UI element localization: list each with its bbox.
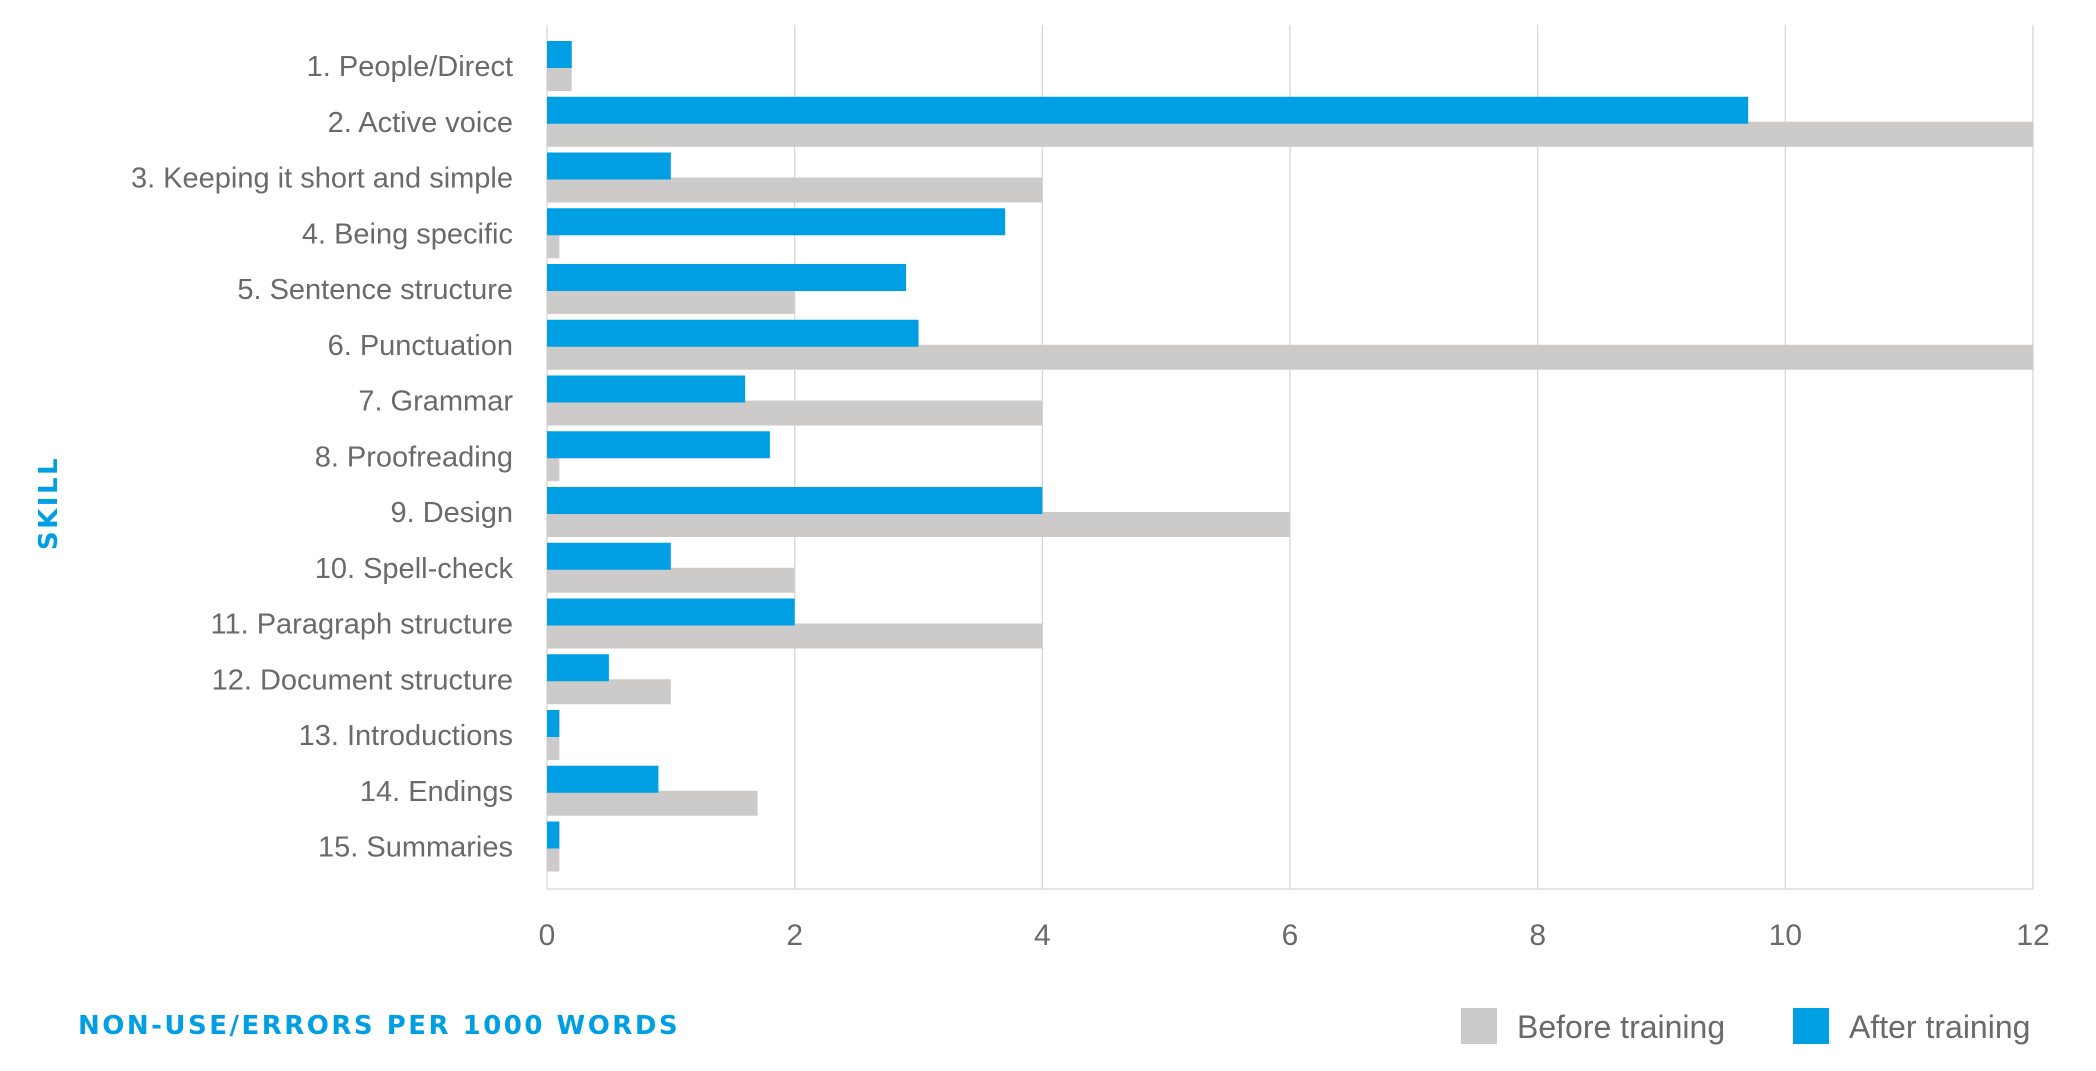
bar-before-12 bbox=[547, 679, 671, 705]
bar-after-9 bbox=[547, 487, 1043, 514]
bar-before-10 bbox=[547, 567, 795, 593]
x-tick-label-0: 0 bbox=[539, 919, 556, 952]
bar-after-12 bbox=[547, 654, 609, 682]
bar-before-9 bbox=[547, 512, 1290, 537]
bar-before-6 bbox=[547, 344, 2033, 370]
category-label-10: 10. Spell-check bbox=[315, 553, 514, 585]
category-label-4: 4. Being specific bbox=[302, 218, 513, 250]
bar-after-4 bbox=[547, 208, 1006, 236]
bar-before-14 bbox=[547, 790, 758, 816]
bar-before-2 bbox=[547, 121, 2033, 147]
category-label-11: 11. Paragraph structure bbox=[210, 609, 513, 641]
bar-after-15 bbox=[547, 821, 560, 849]
bar-after-1 bbox=[547, 41, 572, 68]
category-labels: 1. People/Direct 2. Active voice 3. Keepin… bbox=[131, 51, 514, 864]
category-label-1: 1. People/Direct bbox=[307, 51, 513, 83]
bar-after-3 bbox=[547, 152, 671, 180]
legend-swatch-after bbox=[1793, 1008, 1829, 1044]
bar-before-3 bbox=[547, 177, 1043, 203]
gridlines bbox=[546, 25, 2034, 890]
category-label-9: 9. Design bbox=[390, 497, 513, 529]
legend-label-after: After training bbox=[1849, 1009, 2030, 1045]
bar-after-7 bbox=[547, 375, 746, 403]
x-axis-title: NON-USE/ERRORS PER 1000 WORDS bbox=[78, 1011, 680, 1041]
category-label-6: 6. Punctuation bbox=[328, 330, 513, 362]
x-tick-label-10: 10 bbox=[1769, 919, 1802, 952]
bar-before-11 bbox=[547, 623, 1043, 649]
legend: Before training After training bbox=[1461, 1008, 2030, 1045]
bar-before-4 bbox=[547, 233, 560, 259]
legend-label-before: Before training bbox=[1517, 1009, 1725, 1045]
x-tick-label-4: 4 bbox=[1034, 919, 1051, 952]
x-tick-labels: 0 2 4 6 8 10 12 bbox=[539, 919, 2050, 952]
bar-before-5 bbox=[547, 289, 795, 314]
bar-after-14 bbox=[547, 765, 659, 793]
bar-after-11 bbox=[547, 598, 795, 626]
category-label-14: 14. Endings bbox=[360, 776, 513, 808]
bar-after-8 bbox=[547, 431, 770, 459]
bars bbox=[547, 41, 2033, 872]
y-axis-title: SKILL bbox=[34, 456, 64, 550]
category-label-3: 3. Keeping it short and simple bbox=[131, 163, 513, 195]
category-label-13: 13. Introductions bbox=[299, 720, 513, 752]
bar-after-10 bbox=[547, 542, 671, 570]
category-label-12: 12. Document structure bbox=[212, 664, 513, 696]
x-tick-label-12: 12 bbox=[2016, 919, 2049, 952]
bar-before-13 bbox=[547, 735, 560, 760]
bar-before-15 bbox=[547, 846, 560, 872]
category-label-7: 7. Grammar bbox=[358, 386, 513, 418]
category-label-5: 5. Sentence structure bbox=[237, 274, 513, 306]
bar-before-1 bbox=[547, 66, 572, 91]
bar-after-2 bbox=[547, 96, 1749, 124]
category-label-2: 2. Active voice bbox=[328, 107, 513, 139]
bar-after-13 bbox=[547, 710, 560, 737]
bar-after-6 bbox=[547, 319, 919, 347]
x-tick-label-8: 8 bbox=[1529, 919, 1546, 952]
x-tick-label-2: 2 bbox=[786, 919, 803, 952]
bar-after-5 bbox=[547, 264, 907, 291]
category-label-15: 15. Summaries bbox=[318, 832, 513, 864]
x-tick-label-6: 6 bbox=[1282, 919, 1299, 952]
bar-before-8 bbox=[547, 456, 560, 482]
legend-swatch-before bbox=[1461, 1008, 1497, 1044]
bar-before-7 bbox=[547, 400, 1043, 426]
category-label-8: 8. Proofreading bbox=[315, 441, 513, 473]
